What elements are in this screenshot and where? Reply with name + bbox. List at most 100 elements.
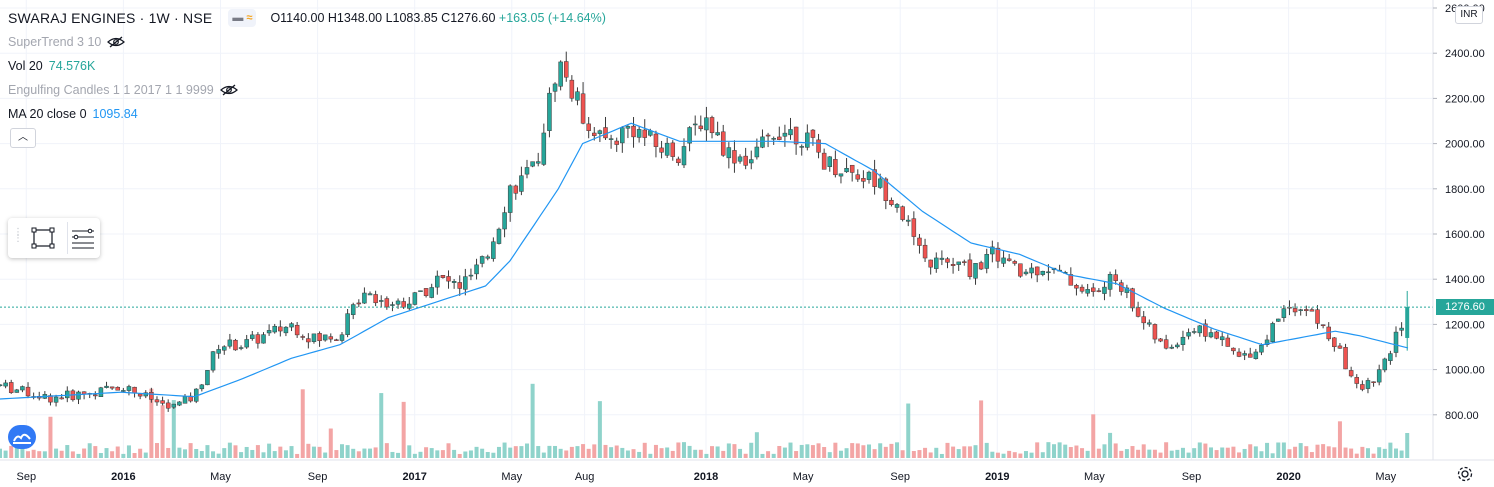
volume-bar <box>373 447 378 458</box>
candle-body <box>345 313 350 335</box>
volume-bar <box>1343 447 1348 458</box>
candle-body <box>905 219 911 222</box>
volume-bar <box>121 453 126 458</box>
candle-body <box>311 333 317 342</box>
volume-bar <box>1096 448 1101 458</box>
volume-bar <box>1231 446 1236 458</box>
candle-body <box>883 178 889 202</box>
volume-bar <box>1242 448 1247 458</box>
volume-bar <box>951 446 956 458</box>
volume-bar <box>805 444 810 458</box>
candle-body <box>20 386 25 391</box>
candle-body <box>782 132 788 137</box>
volume-bar <box>984 442 989 458</box>
volume-bar <box>1405 433 1410 458</box>
volume-bar <box>822 447 827 458</box>
ohlc-values: O1140.00 H1348.00 L1083.85 C1276.60 <box>270 11 496 25</box>
indicator-ma[interactable]: MA 20 close 0 1095.84 <box>8 102 606 126</box>
volume-bar <box>816 443 821 458</box>
volume-bar <box>143 452 148 458</box>
y-tick-label: 1800.00 <box>1445 184 1485 196</box>
volume-bar <box>1326 446 1331 458</box>
volume-bar <box>995 452 1000 458</box>
candle-body <box>1147 322 1152 325</box>
drag-handle-icon[interactable]: ⋮ ⋮ <box>13 227 23 244</box>
volume-bar <box>889 443 894 458</box>
candle-body <box>435 275 440 288</box>
candle-body <box>872 169 877 187</box>
candle-body <box>1191 331 1197 333</box>
chart-type-toggle[interactable]: ▬ ≈ <box>228 9 257 27</box>
candle-body <box>255 334 261 344</box>
candle-body <box>446 276 451 282</box>
volume-bar <box>771 453 776 458</box>
candle-body <box>76 391 81 400</box>
rectangle-select-icon[interactable] <box>30 226 56 250</box>
volume-bar <box>239 452 244 458</box>
volume-bar <box>1119 450 1124 458</box>
volume-bar <box>782 447 787 458</box>
candle-body <box>1029 267 1034 274</box>
candle-body <box>765 134 771 137</box>
tradingview-logo-icon[interactable] <box>8 425 36 449</box>
candle-body <box>1141 316 1146 324</box>
candle-body <box>519 175 524 192</box>
volume-bar <box>687 445 692 458</box>
candle-body <box>1186 332 1191 337</box>
volume-bar <box>1332 447 1337 458</box>
volume-bar <box>491 452 496 458</box>
candle-body <box>653 133 659 147</box>
symbol-title[interactable]: SWARAJ ENGINES · 1W · NSE <box>8 10 213 26</box>
volume-bar <box>42 451 47 458</box>
candle-body <box>0 384 3 387</box>
volume-bar <box>844 448 849 458</box>
currency-label[interactable]: INR <box>1455 6 1483 24</box>
volume-bar <box>171 400 176 458</box>
candle-body <box>575 91 580 101</box>
volume-bar <box>1141 444 1146 458</box>
candle-body <box>289 323 294 328</box>
indicator-engulfing[interactable]: Engulfing Candles 1 1 2017 1 1 9999 <box>8 78 606 102</box>
candle-body <box>726 147 732 159</box>
volume-bar <box>1214 450 1219 458</box>
gear-icon[interactable] <box>1455 464 1475 484</box>
volume-bar <box>597 401 602 458</box>
volume-bar <box>452 449 457 458</box>
candle-body <box>849 164 855 173</box>
eye-hidden-icon[interactable] <box>107 36 126 48</box>
candle-body <box>1046 271 1051 274</box>
volume-bar <box>1388 442 1393 458</box>
candle-body <box>1074 285 1079 289</box>
volume-bar <box>227 442 232 458</box>
candle-body <box>530 161 535 167</box>
candle-body <box>1365 380 1371 389</box>
collapse-legend-button[interactable]: ︿ <box>10 128 36 148</box>
lines-menu-icon[interactable] <box>70 226 96 250</box>
candle-body <box>356 302 362 305</box>
indicator-volume[interactable]: Vol 20 74.576K <box>8 54 606 78</box>
candle-body <box>440 275 446 278</box>
eye-hidden-icon[interactable] <box>219 84 238 96</box>
volume-bar <box>1394 448 1399 458</box>
volume-bar <box>1360 446 1365 458</box>
volume-bar <box>939 453 944 458</box>
volume-bar <box>407 445 412 458</box>
candle-body <box>1034 266 1040 276</box>
volume-bar <box>900 450 905 458</box>
x-tick-label: Aug <box>575 471 595 483</box>
volume-bar <box>435 450 440 458</box>
candle-body <box>1264 339 1270 345</box>
volume-bar <box>1035 442 1040 458</box>
candle-body <box>1225 337 1231 347</box>
candle-body <box>182 396 188 404</box>
volume-bar <box>446 443 451 458</box>
candle-body <box>911 218 917 237</box>
volume-bar <box>31 449 36 458</box>
candle-body <box>126 386 132 391</box>
y-tick-label: 2400.00 <box>1445 48 1485 60</box>
indicator-supertrend[interactable]: SuperTrend 3 10 <box>8 30 606 54</box>
symbol-row: SWARAJ ENGINES · 1W · NSE ▬ ≈ O1140.00 H… <box>8 6 606 30</box>
candle-body <box>1180 336 1186 345</box>
volume-bar <box>642 442 647 458</box>
